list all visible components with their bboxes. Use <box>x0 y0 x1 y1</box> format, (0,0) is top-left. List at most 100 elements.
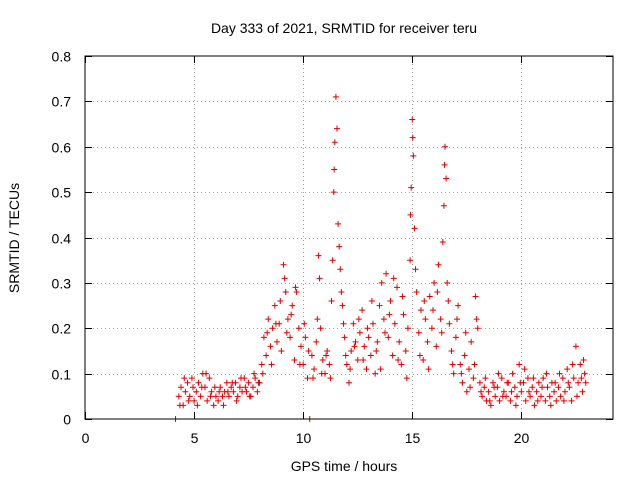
data-point <box>191 397 198 404</box>
data-point <box>295 325 302 332</box>
data-point <box>251 370 258 377</box>
data-point <box>376 302 383 309</box>
data-point <box>238 375 244 382</box>
x-tick-label: 20 <box>514 430 530 446</box>
data-point <box>385 334 392 341</box>
data-point <box>524 375 531 382</box>
data-point <box>271 302 278 309</box>
data-point <box>535 379 542 386</box>
data-point <box>263 352 270 359</box>
data-point <box>408 184 415 191</box>
data-point <box>223 379 230 386</box>
data-point <box>455 302 462 309</box>
data-point <box>245 379 252 386</box>
data-point <box>278 347 285 354</box>
data-point <box>377 366 384 373</box>
data-point <box>296 361 303 368</box>
data-point <box>450 370 457 377</box>
data-point <box>315 252 322 259</box>
data-point <box>352 338 359 345</box>
data-point <box>324 347 331 354</box>
data-point <box>426 293 433 300</box>
data-point <box>255 379 262 386</box>
data-point <box>395 357 402 364</box>
y-tick-label: 0.6 <box>52 140 72 156</box>
data-point <box>463 388 470 395</box>
data-point <box>390 275 397 282</box>
data-point <box>458 370 465 377</box>
data-point <box>474 325 481 332</box>
data-point <box>527 393 534 400</box>
data-point <box>481 384 488 391</box>
data-point <box>217 384 224 391</box>
data-point <box>291 357 298 364</box>
data-point <box>260 334 267 341</box>
data-point <box>579 388 586 395</box>
data-point <box>496 397 503 404</box>
data-point <box>440 202 447 209</box>
data-point <box>298 343 304 350</box>
data-point <box>367 352 374 359</box>
data-point <box>268 361 275 368</box>
data-point <box>487 402 494 409</box>
data-point <box>216 388 223 395</box>
data-point <box>382 329 388 336</box>
data-point <box>522 397 529 404</box>
data-point <box>370 320 376 327</box>
data-point <box>514 393 520 400</box>
data-point <box>337 266 344 273</box>
data-point <box>511 384 518 391</box>
data-point <box>399 293 406 300</box>
data-point <box>517 379 524 386</box>
data-point <box>224 388 231 395</box>
data-point <box>559 375 566 382</box>
data-point <box>226 393 232 400</box>
data-point <box>383 270 390 277</box>
data-point <box>277 298 284 305</box>
data-point <box>341 334 348 341</box>
data-point <box>361 343 368 350</box>
data-point <box>526 388 532 395</box>
data-point <box>289 302 296 309</box>
data-point <box>422 316 429 323</box>
y-tick-label: 0.1 <box>52 367 72 383</box>
data-point <box>347 366 354 373</box>
data-point <box>327 375 334 382</box>
data-point <box>378 279 385 286</box>
data-point <box>243 388 250 395</box>
data-point <box>547 402 554 409</box>
data-point <box>288 311 295 318</box>
data-point <box>467 384 474 391</box>
data-point <box>346 379 352 386</box>
data-point <box>420 357 427 364</box>
data-point <box>412 266 419 273</box>
data-point <box>329 257 336 264</box>
data-point <box>403 375 410 382</box>
x-axis-label: GPS time / hours <box>291 458 398 474</box>
data-point <box>572 343 579 350</box>
data-point <box>449 361 456 368</box>
data-point <box>210 402 217 409</box>
data-point <box>267 343 274 350</box>
data-point <box>302 334 309 341</box>
data-point <box>282 288 289 295</box>
data-point <box>250 384 256 391</box>
data-point <box>185 397 192 404</box>
data-point <box>534 397 541 404</box>
y-tick-label: 0.3 <box>52 276 72 292</box>
data-point <box>348 347 355 354</box>
data-point <box>485 388 492 395</box>
data-point <box>574 393 580 400</box>
data-point <box>206 375 213 382</box>
data-point <box>292 284 299 291</box>
data-point <box>269 325 276 332</box>
x-tick-label: 15 <box>405 430 421 446</box>
data-point <box>380 316 387 323</box>
data-point <box>521 366 528 373</box>
data-point <box>264 329 271 336</box>
data-point <box>415 329 422 336</box>
data-point <box>193 388 200 395</box>
data-point <box>334 125 340 132</box>
data-point <box>363 366 370 373</box>
